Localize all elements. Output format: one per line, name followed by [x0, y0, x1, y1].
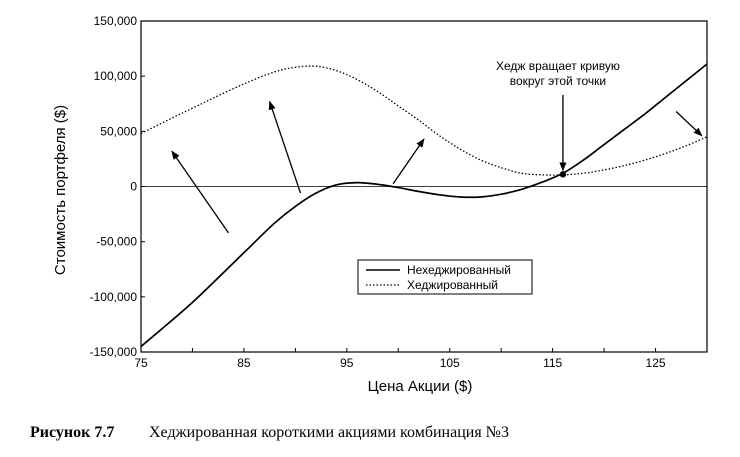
y-tick-label: -50,000	[96, 235, 137, 249]
x-tick-label: 95	[340, 356, 354, 370]
y-tick-label: -100,000	[90, 290, 138, 304]
x-tick-label: 115	[543, 356, 562, 370]
series-layer	[140, 63, 708, 348]
pivot-point	[559, 171, 567, 178]
y-tick-label: 50,000	[100, 124, 137, 138]
x-axis-label: Цена Акции ($)	[368, 378, 473, 395]
rotation-arrow	[171, 150, 230, 234]
series-line-hedged	[140, 65, 708, 176]
x-tick-label: 85	[237, 356, 251, 370]
x-tick-label: 105	[440, 356, 460, 370]
legend: Нехеджированный Хеджированный	[357, 259, 533, 295]
series-line-unhedged	[140, 63, 708, 348]
y-axis-ticks: 150,000 100,000 50,000 0 -50,000 -100,000 -150…	[90, 14, 145, 359]
x-tick-label: 125	[646, 356, 666, 370]
y-tick-label: -150,000	[90, 345, 138, 359]
legend-box	[357, 259, 533, 295]
legend-label-hedged: Хеджированный	[407, 278, 498, 292]
x-tick-label: 75	[134, 356, 148, 370]
rotation-arrow	[675, 111, 703, 137]
x-axis-ticks: 75 85 95 105 115 125	[134, 348, 708, 370]
y-tick-label: 150,000	[94, 14, 138, 28]
figure-caption: Рисунок 7.7 Хеджированная короткими акция…	[30, 424, 509, 442]
annotation-text-line: вокруг этой точки	[510, 74, 606, 88]
rotation-arrow	[392, 138, 425, 185]
legend-label-unhedged: Нехеджированный	[407, 263, 511, 277]
y-tick-label: 100,000	[94, 69, 138, 83]
y-tick-label: 0	[130, 180, 137, 194]
arrow-layer	[171, 100, 703, 234]
y-axis-label: Стоимость портфеля ($)	[52, 105, 69, 275]
caption-text: Хеджированная короткими акциями комбинац…	[149, 424, 509, 441]
rotation-arrow	[268, 100, 302, 194]
caption-label: Рисунок 7.7	[30, 424, 115, 441]
annotation-text-line: Хедж вращает кривую	[496, 59, 620, 73]
